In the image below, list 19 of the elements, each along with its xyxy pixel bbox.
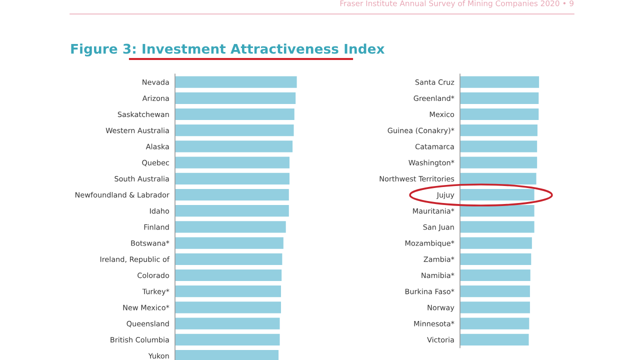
bar (175, 172, 290, 184)
bar (175, 269, 282, 282)
bar (175, 286, 281, 298)
bar (175, 350, 279, 360)
bar (175, 221, 286, 233)
bar (175, 156, 290, 168)
bar (175, 253, 282, 265)
bar (175, 205, 289, 217)
bar (175, 76, 297, 88)
bar (175, 124, 294, 136)
bar (175, 237, 284, 249)
bar (175, 140, 293, 152)
bar (175, 334, 280, 346)
bar (175, 302, 281, 314)
bar (175, 318, 280, 330)
bar (175, 108, 294, 120)
bar (175, 188, 289, 201)
chart-title: Figure 3: Investment Attractiveness Index (71, 44, 385, 56)
bar (175, 92, 296, 104)
